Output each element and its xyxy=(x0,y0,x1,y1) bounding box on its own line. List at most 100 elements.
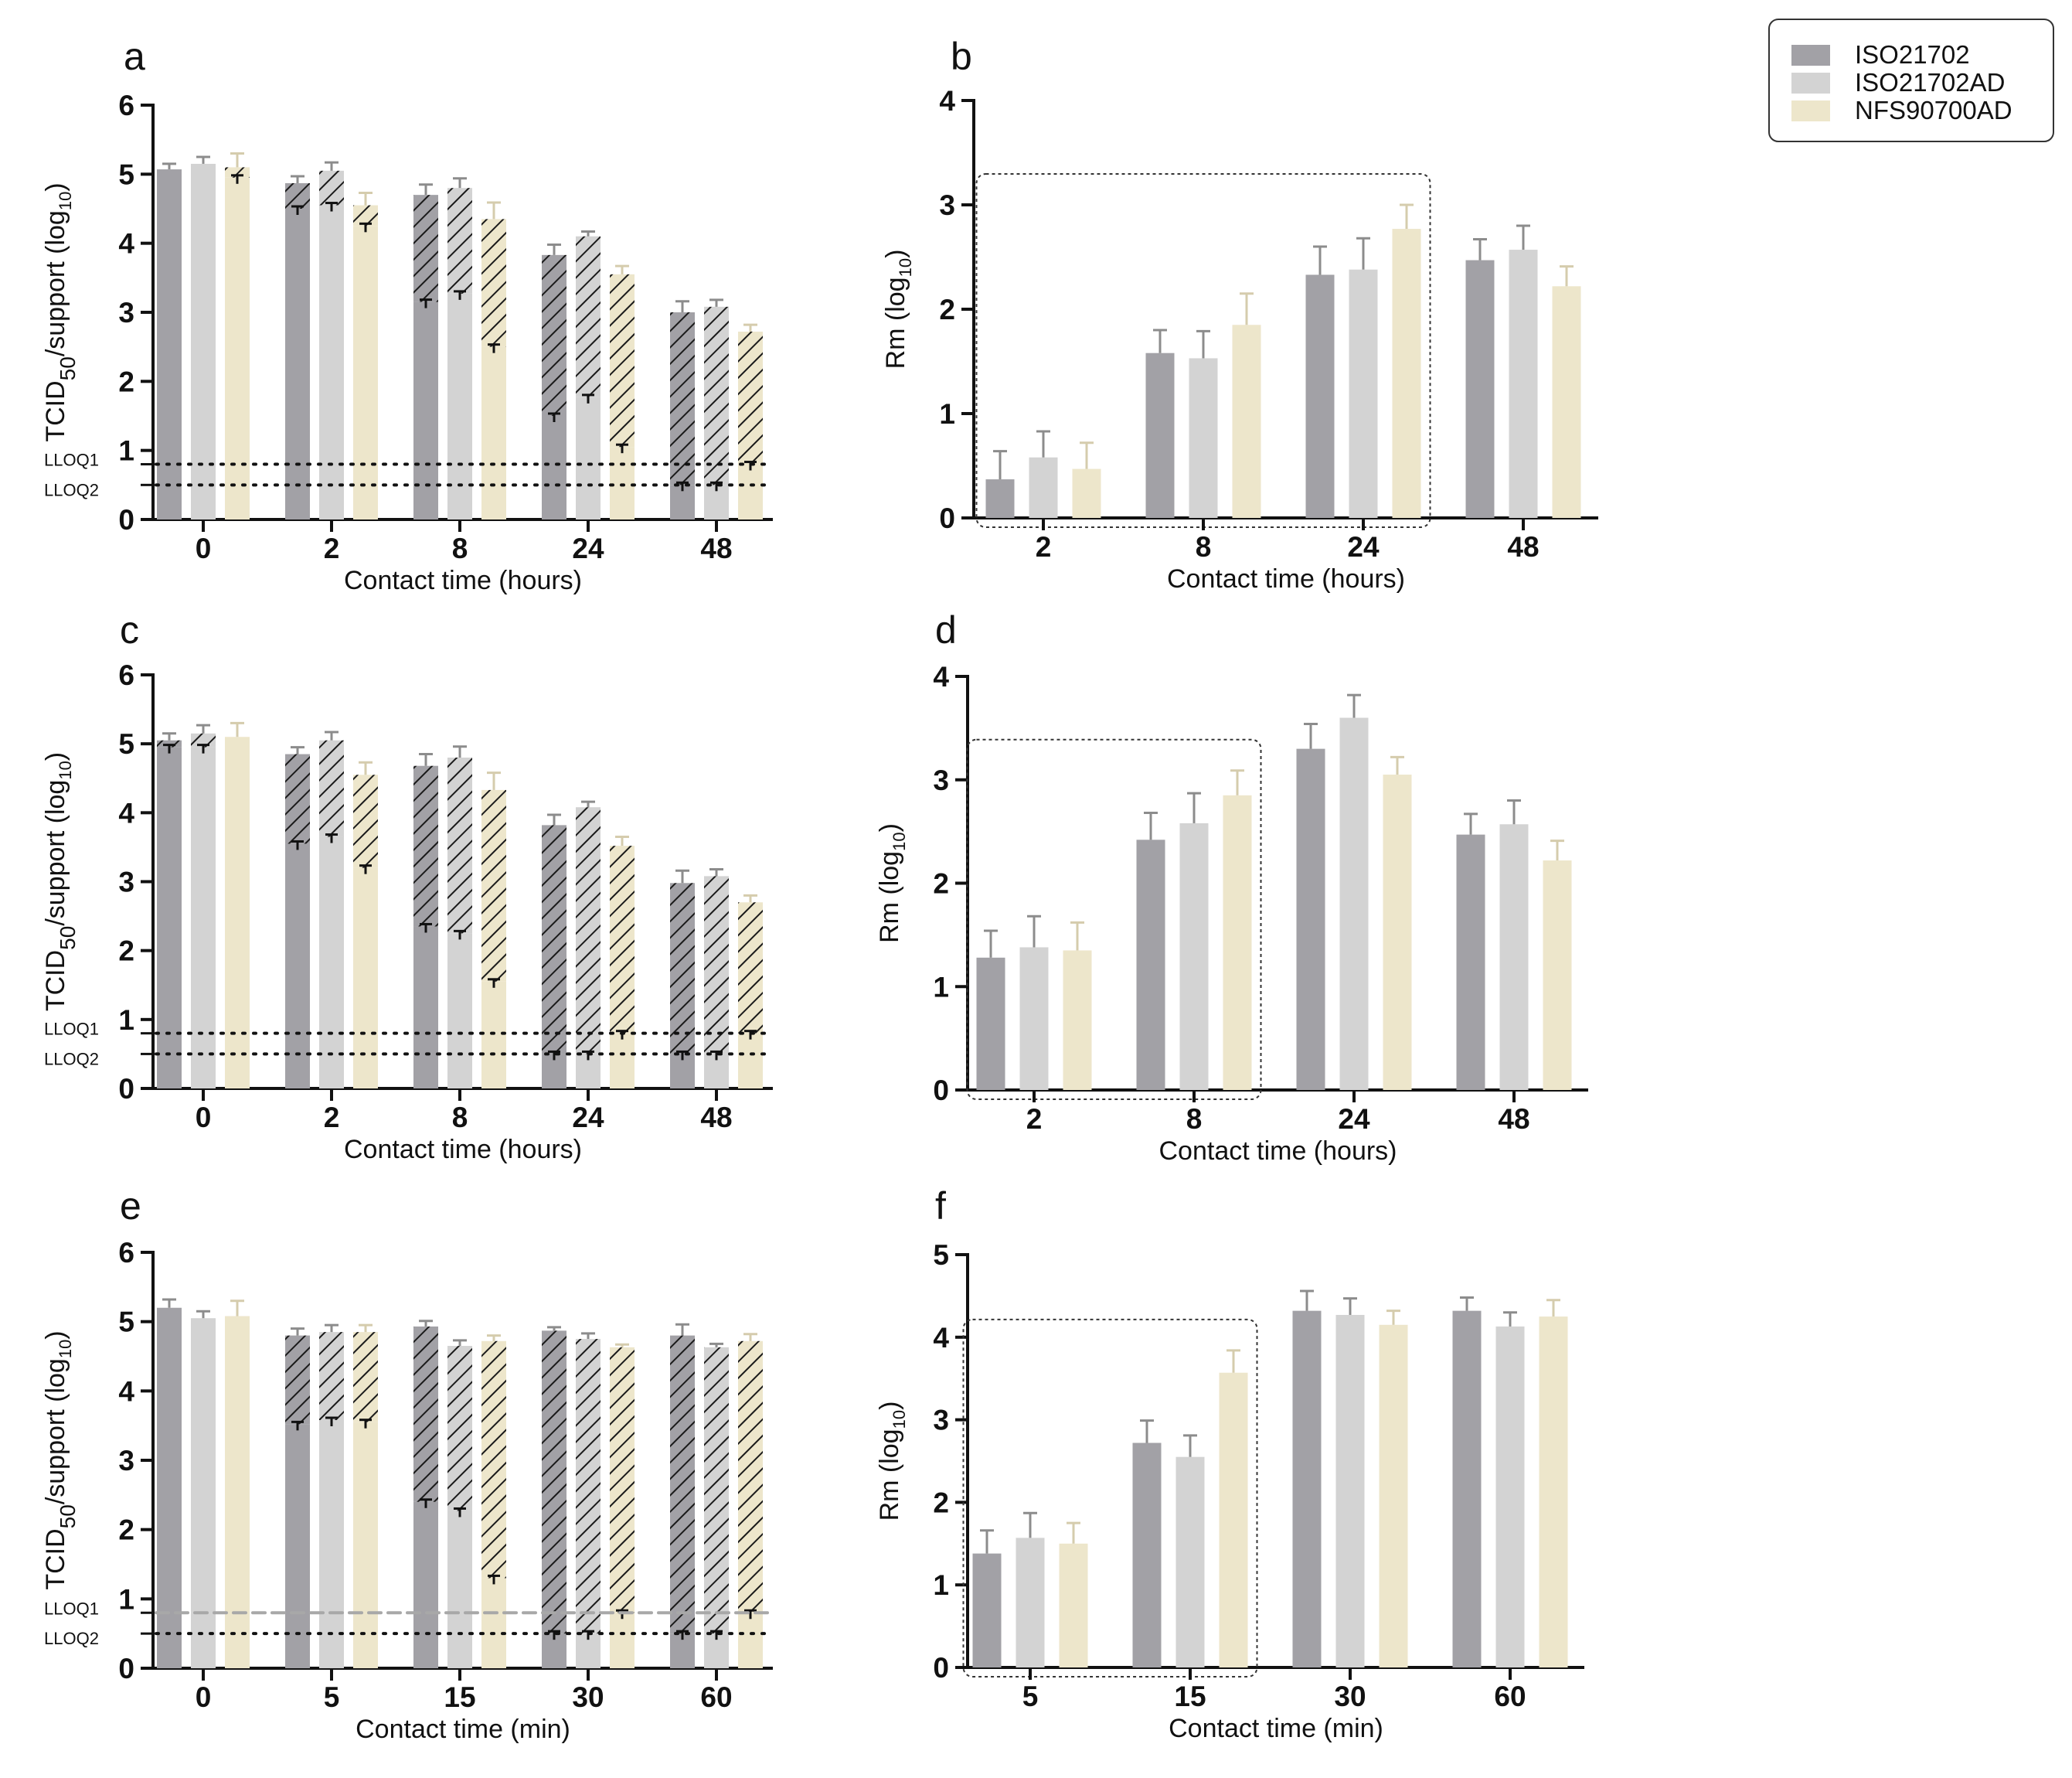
bar-rect xyxy=(985,479,1015,518)
legend-label-iso21702ad: ISO21702AD xyxy=(1855,68,2005,97)
bar-iso21702ad-8 xyxy=(447,745,472,1088)
bar-rect xyxy=(1189,358,1218,518)
bar-rect xyxy=(1059,1543,1088,1667)
bar-solid-segment xyxy=(353,226,378,519)
bar-nfs90700ad-2 xyxy=(1072,441,1101,518)
bar-iso21702-8 xyxy=(413,753,438,1088)
bar-solid-segment xyxy=(285,209,310,519)
x-tick-label: 48 xyxy=(1507,531,1539,563)
y-axis-label: TCID50/support (log10) xyxy=(41,1330,80,1589)
bar-rect xyxy=(1232,325,1261,518)
y-tick-label: 2 xyxy=(933,1487,949,1518)
bar-solid-segment xyxy=(610,447,635,519)
bar-rect xyxy=(1552,286,1581,518)
bar-solid-segment xyxy=(542,416,566,519)
y-tick-label: 4 xyxy=(118,228,134,260)
bar-iso21702-2 xyxy=(285,175,310,519)
bar-nfs90700ad-48 xyxy=(738,323,763,519)
bar-nfs90700ad-8 xyxy=(1232,292,1261,518)
highlight-box xyxy=(966,738,1262,1101)
bar-solid-segment xyxy=(481,981,506,1088)
x-tick-label: 8 xyxy=(452,533,468,564)
bar-iso21702-48 xyxy=(1465,238,1495,518)
bar-nfs90700ad-30 xyxy=(1379,1310,1408,1667)
bar-solid-segment xyxy=(353,1422,378,1668)
bar-iso21702-5 xyxy=(972,1529,1002,1667)
x-axis-label: Contact time (hours) xyxy=(344,1135,582,1164)
x-axis-label: Contact time (hours) xyxy=(1159,1136,1397,1166)
bar-iso21702-15 xyxy=(1132,1419,1162,1667)
bar-solid-segment xyxy=(738,464,763,519)
bar-rect xyxy=(1029,457,1058,518)
y-tick-label: 0 xyxy=(933,1075,949,1106)
bar-hatched-segment xyxy=(481,1340,506,1579)
bar-hatched-segment xyxy=(285,754,310,844)
x-tick-label: 5 xyxy=(1022,1681,1039,1712)
y-tick-label: 4 xyxy=(939,85,955,117)
panel-f: f 0 1 2 3 4 5 Rm (log10) Contact time (min) 5 15 30… xyxy=(875,1184,1584,1743)
x-tick-label: 0 xyxy=(196,1681,212,1713)
bar-hatched-segment xyxy=(319,170,344,206)
bar-rect xyxy=(1452,1310,1482,1667)
y-tick-label: 0 xyxy=(118,504,134,536)
y-tick-label: 5 xyxy=(118,1306,134,1338)
bar-iso21702ad-30 xyxy=(1335,1297,1365,1667)
bar-solid-segment xyxy=(447,933,472,1088)
panel-b: b 0 1 2 3 4 Rm (log10) Contact time (hours) 2 8 24… xyxy=(881,35,1598,594)
legend-swatch-iso21702ad xyxy=(1791,73,1830,94)
panel-c: c 0 1 2 3 4 5 6 TCID50/support (log10) Contact ti… xyxy=(41,608,774,1164)
bar-solid-segment xyxy=(191,163,216,519)
bar-rect xyxy=(1509,250,1538,518)
bar-rect xyxy=(1136,840,1165,1090)
bar-rect xyxy=(1349,269,1378,518)
bar-nfs90700ad-24 xyxy=(1383,755,1412,1090)
bar-hatched-segment xyxy=(576,807,601,1054)
bar-nfs90700ad-48 xyxy=(1543,840,1572,1090)
bar-rect xyxy=(1145,353,1175,518)
bar-solid-segment xyxy=(413,926,438,1088)
bar-hatched-segment xyxy=(542,254,566,416)
legend-swatch-nfs90700ad xyxy=(1791,100,1830,121)
bar-hatched-segment xyxy=(481,789,506,982)
bar-iso21702-2 xyxy=(285,746,310,1088)
bar-iso21702-30 xyxy=(1292,1289,1322,1667)
bar-nfs90700ad-2 xyxy=(1063,921,1092,1090)
y-tick-label: 3 xyxy=(118,1445,134,1477)
bar-hatched-segment xyxy=(447,1346,472,1511)
bar-solid-segment xyxy=(413,301,438,519)
bar-nfs90700ad-8 xyxy=(481,201,506,519)
highlight-box xyxy=(962,1318,1258,1678)
bar-nfs90700ad-60 xyxy=(738,1333,763,1668)
bar-rect xyxy=(1179,823,1209,1090)
x-tick-label: 48 xyxy=(1498,1103,1529,1135)
bar-solid-segment xyxy=(285,843,310,1088)
bar-nfs90700ad-8 xyxy=(481,771,506,1088)
x-tick-label: 5 xyxy=(324,1681,340,1713)
x-tick-label: 2 xyxy=(324,533,340,564)
x-axis-label: Contact time (min) xyxy=(356,1715,570,1744)
x-tick-label: 8 xyxy=(452,1102,468,1133)
bar-solid-segment xyxy=(157,169,182,519)
bar-iso21702ad-48 xyxy=(1509,224,1538,518)
bar-iso21702-48 xyxy=(670,300,695,519)
y-tick-label: 4 xyxy=(118,1375,134,1407)
bar-rect xyxy=(1019,947,1049,1090)
bar-solid-segment xyxy=(225,737,250,1088)
lloq-label-1: LLOQ1 xyxy=(44,1599,99,1618)
y-tick-label: 2 xyxy=(933,868,949,900)
x-tick-label: 2 xyxy=(1036,531,1052,563)
x-tick-label: 30 xyxy=(572,1681,604,1713)
bar-nfs90700ad-0 xyxy=(225,721,250,1088)
bar-nfs90700ad-48 xyxy=(1552,265,1581,518)
bar-nfs90700ad-0 xyxy=(225,152,250,520)
bar-iso21702ad-2 xyxy=(319,161,344,519)
y-tick-label: 1 xyxy=(118,435,134,467)
bar-iso21702-24 xyxy=(1296,723,1325,1090)
x-tick-label: 15 xyxy=(1174,1681,1206,1712)
bar-rect xyxy=(1292,1310,1322,1667)
bar-nfs90700ad-5 xyxy=(353,1323,378,1668)
panel-a: a 0 1 2 3 4 5 6 TCID50/support (log10) Contact ti… xyxy=(41,35,774,595)
bar-hatched-segment xyxy=(670,1335,695,1634)
bar-rect xyxy=(1392,229,1421,518)
